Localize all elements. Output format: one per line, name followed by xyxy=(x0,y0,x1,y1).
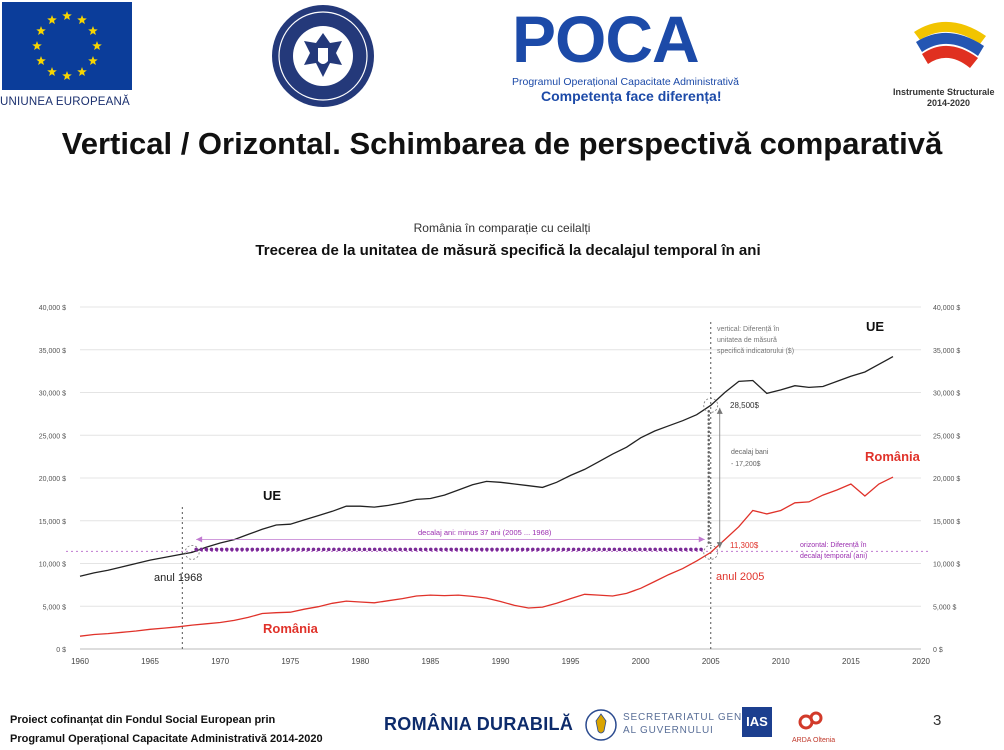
eu-star-icon xyxy=(62,11,72,20)
series-label-ue-right: UE xyxy=(866,319,884,334)
y-tick-label-right: 30,000 $ xyxy=(933,391,960,398)
guvernul-romaniei-seal xyxy=(270,3,376,109)
y-tick-label-left: 10,000 $ xyxy=(39,562,66,569)
series-line-romania xyxy=(79,476,894,637)
annotation-anul-1968: anul 1968 xyxy=(154,572,202,584)
x-tick-label: 1970 xyxy=(211,657,229,666)
eu-star-icon xyxy=(36,26,46,35)
axis-ticks: 0 $ 0 $ 5,000 $ 5,000 $ 10,000 $ 10,000 $ 15,0… xyxy=(39,305,961,666)
annotation-anul-2005: anul 2005 xyxy=(716,571,764,583)
eu-star-icon xyxy=(77,67,87,76)
annotation-decalaj-ani: decalaj ani: minus 37 ani (2005 ... 1968… xyxy=(418,528,552,537)
ias-logo: IAS xyxy=(742,707,772,737)
y-tick-label-right: 40,000 $ xyxy=(933,305,960,312)
arrowhead-up xyxy=(716,407,723,414)
series-lines xyxy=(79,356,894,637)
annotation-orizontal-2: decalaj temporal (ani) xyxy=(800,553,867,560)
x-tick-label: 2000 xyxy=(632,657,650,666)
footer-line-2: Programul Operațional Capacitate Adminis… xyxy=(10,733,323,745)
chart-title: Trecerea de la unitatea de măsură specif… xyxy=(255,242,760,259)
y-tick-label-right: 20,000 $ xyxy=(933,476,960,483)
x-tick-label: 2005 xyxy=(702,657,720,666)
annotation-vertical-1: vertical: Diferență în xyxy=(717,326,779,333)
grid-lines xyxy=(80,306,921,650)
romania-durabila-logo: ROMÂNIA DURABILĂ xyxy=(384,714,574,734)
arda-label: ARDA Oltenia xyxy=(792,737,836,744)
annotation-vertical-3: specifică indicatorului ($) xyxy=(717,348,794,355)
y-tick-label-left: 25,000 $ xyxy=(39,433,66,440)
sgg-line-1: SECRETARIATUL GENERAL xyxy=(623,712,772,723)
eu-star-icon xyxy=(47,15,57,25)
x-tick-label: 1980 xyxy=(351,657,369,666)
eu-star-icon xyxy=(92,41,102,50)
eu-star-icon xyxy=(88,26,98,35)
series-label-romania-right: România xyxy=(865,449,921,464)
annotation-vertical-2: unitatea de măsură xyxy=(717,337,777,344)
series-line-ue xyxy=(79,356,894,577)
instrumente-title: Instrumente Structurale xyxy=(893,87,995,97)
y-tick-label-right: 15,000 $ xyxy=(933,519,960,526)
gdp-comparison-chart: România în comparație cu ceilalți Trecer… xyxy=(39,221,961,666)
x-tick-label: 1985 xyxy=(422,657,440,666)
slide-title: Vertical / Orizontal. Schimbarea de pers… xyxy=(61,126,943,161)
y-tick-label-left: 30,000 $ xyxy=(39,391,66,398)
eu-stars-icon xyxy=(32,11,102,80)
eu-flag-logo xyxy=(2,2,132,90)
annotation-11300: 11,300$ xyxy=(730,541,759,550)
guide-lines xyxy=(66,322,930,649)
page-number: 3 xyxy=(933,712,942,729)
sgg-line-2: AL GUVERNULUI xyxy=(623,725,714,736)
x-tick-label: 1975 xyxy=(281,657,299,666)
y-tick-label-left: 40,000 $ xyxy=(39,305,66,312)
annotation-decalaj-bani-2: - 17,200$ xyxy=(731,461,761,468)
footer-line-1: Proiect cofinanțat din Fondul Social Eur… xyxy=(10,714,276,726)
y-tick-label-right: 35,000 $ xyxy=(933,348,960,355)
y-tick-label-right: 10,000 $ xyxy=(933,562,960,569)
instrumente-structurale-logo xyxy=(908,2,992,82)
poca-subtitle: Programul Operațional Capacitate Adminis… xyxy=(512,76,740,88)
x-tick-label: 1965 xyxy=(141,657,159,666)
logo-bar: UNIUNEA EUROPEANĂ POCA Programul Operați… xyxy=(0,0,1004,112)
eu-star-icon xyxy=(36,56,46,65)
y-tick-label-left: 0 $ xyxy=(56,647,66,654)
eu-star-icon xyxy=(32,41,42,50)
arrowhead-left xyxy=(196,536,203,543)
chart-subtitle: România în comparație cu ceilalți xyxy=(414,221,591,235)
arrowhead-right xyxy=(698,536,705,543)
eu-star-icon xyxy=(88,56,98,65)
series-label-romania-left: România xyxy=(263,621,319,636)
arda-logo-icon xyxy=(798,710,824,732)
instrumente-years: 2014-2020 xyxy=(927,98,971,108)
annotation-decalaj-bani-1: decalaj bani xyxy=(731,449,769,456)
y-tick-label-right: 5,000 $ xyxy=(933,604,956,611)
poca-slogan: Competența face diferența! xyxy=(541,88,722,104)
annotations: UE UE România România anul 1968 anul 2005 28,5… xyxy=(154,319,921,636)
x-tick-label: 1960 xyxy=(71,657,89,666)
x-tick-label: 1990 xyxy=(492,657,510,666)
annotation-28500: 28,500$ xyxy=(730,401,759,410)
y-tick-label-left: 20,000 $ xyxy=(39,476,66,483)
x-tick-label: 2015 xyxy=(842,657,860,666)
poca-logo: POCA xyxy=(512,2,700,76)
x-tick-label: 1995 xyxy=(562,657,580,666)
sgg-emblem-icon xyxy=(585,707,617,743)
arrowhead-down xyxy=(716,542,723,549)
highlight-1968 xyxy=(184,544,200,560)
y-tick-label-right: 25,000 $ xyxy=(933,433,960,440)
x-tick-label: 2010 xyxy=(772,657,790,666)
eu-star-icon xyxy=(62,71,72,80)
eu-star-icon xyxy=(77,15,87,25)
y-tick-label-right: 0 $ xyxy=(933,647,943,654)
highlight-2005-ro xyxy=(703,544,719,560)
y-tick-label-left: 15,000 $ xyxy=(39,519,66,526)
x-tick-label: 2020 xyxy=(912,657,930,666)
y-tick-label-left: 35,000 $ xyxy=(39,348,66,355)
annotation-orizontal-1: orizontal: Diferență în xyxy=(800,542,867,549)
highlight-2005-ue xyxy=(703,397,719,413)
series-label-ue-left: UE xyxy=(263,488,281,503)
eu-star-icon xyxy=(47,67,57,76)
y-tick-label-left: 5,000 $ xyxy=(43,604,66,611)
eu-label: UNIUNEA EUROPEANĂ xyxy=(0,96,130,108)
